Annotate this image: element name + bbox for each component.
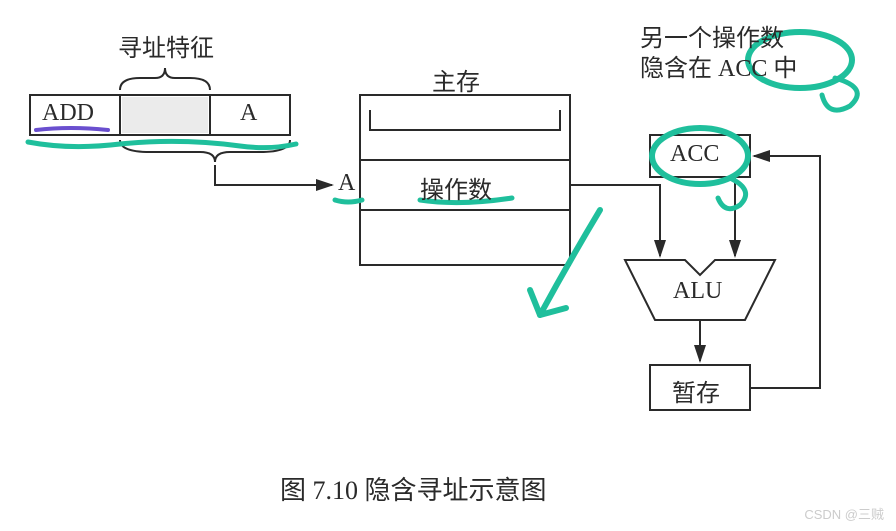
acc-text: ACC (670, 141, 719, 168)
operand-text: 操作数 (420, 170, 492, 205)
instr-add-text: ADD (42, 100, 94, 127)
alu-text: ALU (673, 278, 722, 305)
other-operand-line2: 隐含在 ACC 中 (640, 48, 797, 83)
instr-a-text: A (240, 100, 257, 127)
other-operand-line2-acc: ACC (718, 56, 767, 82)
other-operand-line2-prefix: 隐含在 (640, 56, 712, 82)
addressing-feature-label: 寻址特征 (118, 28, 214, 63)
main-memory-label: 主存 (432, 62, 480, 97)
other-operand-line2-suffix: 中 (773, 56, 797, 82)
mem-address-a: A (338, 170, 355, 197)
temp-text: 暂存 (672, 373, 720, 408)
watermark-text: CSDN @三贼 (804, 504, 884, 523)
figure-caption: 图 7.10 隐含寻址示意图 (280, 470, 547, 507)
